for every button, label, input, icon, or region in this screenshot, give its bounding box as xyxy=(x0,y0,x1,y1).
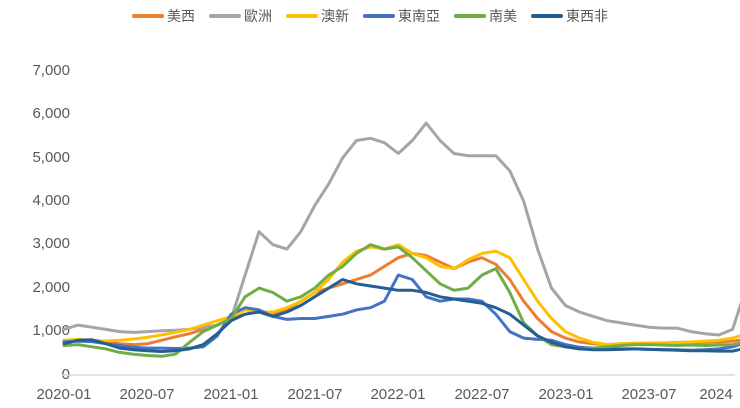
legend-item-5: 東西非 xyxy=(531,6,608,26)
legend-label: 南美 xyxy=(489,9,517,25)
y-tick: 1,000 xyxy=(32,322,70,339)
series-lines xyxy=(62,121,740,358)
y-tick: 4,000 xyxy=(32,192,70,209)
x-tick: 2022-01 xyxy=(370,386,426,403)
legend-item-1: 歐洲 xyxy=(209,6,272,26)
x-tick: 2024 xyxy=(699,386,733,403)
legend-label: 美西 xyxy=(167,9,195,25)
legend-swatch xyxy=(209,14,241,18)
legend-label: 澳新 xyxy=(321,9,349,25)
legend-swatch xyxy=(454,14,486,18)
series-line-4 xyxy=(62,243,740,358)
x-tick: 2020-01 xyxy=(36,386,92,403)
legend-item-3: 東南亞 xyxy=(363,6,440,26)
legend-item-2: 澳新 xyxy=(286,6,349,26)
y-tick: 6,000 xyxy=(32,105,70,122)
chart-legend: 美西 歐洲 澳新 東南亞 南美 東西非 xyxy=(0,6,740,26)
y-tick: 5,000 xyxy=(32,149,70,166)
legend-swatch xyxy=(132,14,164,18)
x-tick: 2021-01 xyxy=(203,386,259,403)
x-tick: 2022-07 xyxy=(454,386,510,403)
legend-swatch xyxy=(286,14,318,18)
legend-label: 東西非 xyxy=(566,9,608,25)
series-line-1 xyxy=(62,121,740,337)
y-tick: 7,000 xyxy=(32,62,70,79)
legend-label: 東南亞 xyxy=(398,9,440,25)
legend-swatch xyxy=(363,14,395,18)
legend-swatch xyxy=(531,14,563,18)
y-tick: 3,000 xyxy=(32,235,70,252)
legend-label: 歐洲 xyxy=(244,9,272,25)
y-tick: 2,000 xyxy=(32,279,70,296)
x-tick: 2020-07 xyxy=(119,386,175,403)
series-line-5 xyxy=(62,278,740,353)
legend-item-0: 美西 xyxy=(132,6,195,26)
x-tick: 2023-07 xyxy=(621,386,677,403)
legend-item-4: 南美 xyxy=(454,6,517,26)
x-tick: 2023-01 xyxy=(538,386,594,403)
x-tick: 2021-07 xyxy=(287,386,343,403)
